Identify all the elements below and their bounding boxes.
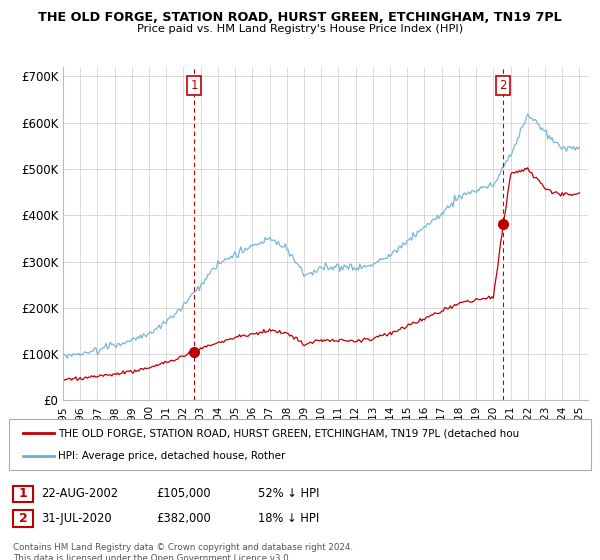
Text: THE OLD FORGE, STATION ROAD, HURST GREEN, ETCHINGHAM, TN19 7PL: THE OLD FORGE, STATION ROAD, HURST GREEN… [38, 11, 562, 24]
Text: 2: 2 [19, 512, 28, 525]
Text: 52% ↓ HPI: 52% ↓ HPI [258, 487, 320, 501]
Text: Contains HM Land Registry data © Crown copyright and database right 2024.
This d: Contains HM Land Registry data © Crown c… [13, 543, 353, 560]
Text: HPI: Average price, detached house, Rother: HPI: Average price, detached house, Roth… [58, 451, 286, 461]
Text: £105,000: £105,000 [156, 487, 211, 501]
Text: 1: 1 [19, 487, 28, 501]
Text: Price paid vs. HM Land Registry's House Price Index (HPI): Price paid vs. HM Land Registry's House … [137, 24, 463, 34]
Text: 22-AUG-2002: 22-AUG-2002 [41, 487, 118, 501]
Text: 18% ↓ HPI: 18% ↓ HPI [258, 512, 319, 525]
Text: 31-JUL-2020: 31-JUL-2020 [41, 512, 112, 525]
Text: 1: 1 [190, 79, 198, 92]
Text: 2: 2 [499, 79, 506, 92]
Text: THE OLD FORGE, STATION ROAD, HURST GREEN, ETCHINGHAM, TN19 7PL (detached hou: THE OLD FORGE, STATION ROAD, HURST GREEN… [58, 428, 520, 438]
Text: £382,000: £382,000 [156, 512, 211, 525]
